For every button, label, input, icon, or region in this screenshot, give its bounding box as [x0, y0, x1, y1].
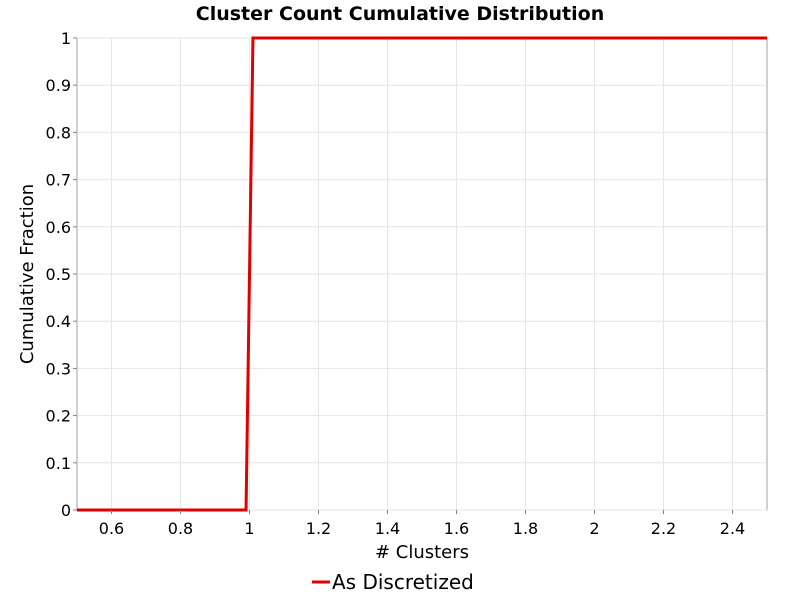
chart-title: Cluster Count Cumulative Distribution — [196, 3, 604, 25]
y-tick-label: 0.4 — [46, 312, 71, 331]
y-axis-ticks: 0 0.1 0.2 0.3 0.4 0.5 0.6 0.7 0.8 0.9 1 — [46, 29, 77, 520]
y-tick-label: 0.3 — [46, 359, 71, 378]
legend-label: As Discretized — [332, 570, 474, 594]
x-tick-label: 0.8 — [168, 519, 193, 538]
y-tick-label: 0.5 — [46, 265, 71, 284]
y-tick-label: 0.2 — [46, 407, 71, 426]
y-tick-label: 0.6 — [46, 218, 71, 237]
x-tick-label: 2.4 — [720, 519, 745, 538]
x-tick-label: 1.6 — [444, 519, 469, 538]
legend: As Discretized — [312, 570, 474, 594]
x-tick-label: 1.2 — [306, 519, 331, 538]
grid-lines — [77, 37, 767, 511]
y-tick-label: 0 — [61, 501, 71, 520]
x-tick-label: 2.2 — [651, 519, 676, 538]
x-tick-label: 1 — [244, 519, 254, 538]
series-layer — [77, 36, 767, 512]
y-tick-label: 0.1 — [46, 454, 71, 473]
x-axis-ticks: 0.6 0.8 1 1.2 1.4 1.6 1.8 2 2.2 2.4 — [99, 510, 745, 538]
y-tick-label: 0.7 — [46, 171, 71, 190]
series-line — [77, 36, 767, 512]
y-axis-label: Cumulative Fraction — [17, 184, 38, 364]
y-tick-label: 0.8 — [46, 123, 71, 142]
y-tick-label: 0.9 — [46, 76, 71, 95]
x-tick-label: 2 — [589, 519, 599, 538]
x-tick-label: 1.4 — [375, 519, 400, 538]
x-tick-label: 0.6 — [99, 519, 124, 538]
x-axis-label: # Clusters — [375, 542, 469, 563]
y-tick-label: 1 — [61, 29, 71, 48]
x-tick-label: 1.8 — [513, 519, 538, 538]
